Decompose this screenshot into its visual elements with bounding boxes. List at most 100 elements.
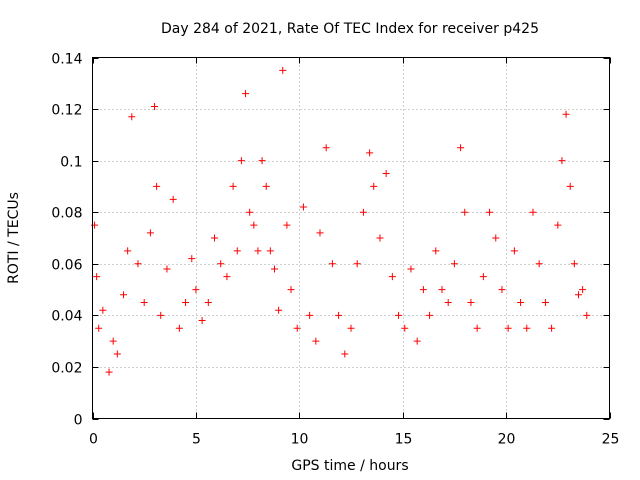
data-point bbox=[450, 260, 458, 268]
data-point bbox=[211, 234, 219, 242]
x-tick-label: 25 bbox=[602, 432, 620, 448]
data-point bbox=[105, 368, 113, 376]
y-tick-label: 0.12 bbox=[51, 103, 82, 119]
data-point bbox=[579, 286, 587, 294]
data-point bbox=[175, 324, 183, 332]
data-point bbox=[270, 265, 278, 273]
data-point bbox=[237, 157, 245, 165]
data-point bbox=[204, 298, 212, 306]
data-point bbox=[492, 234, 500, 242]
data-point bbox=[554, 221, 562, 229]
y-tick-label: 0.14 bbox=[51, 52, 82, 68]
data-point bbox=[432, 247, 440, 255]
data-point bbox=[229, 182, 237, 190]
x-tick-label: 5 bbox=[192, 432, 201, 448]
data-point bbox=[192, 286, 200, 294]
grid-lines bbox=[92, 57, 610, 419]
data-point bbox=[341, 350, 349, 358]
data-points bbox=[91, 66, 591, 376]
data-point bbox=[413, 337, 421, 345]
data-point bbox=[140, 298, 148, 306]
y-tick-label: 0.04 bbox=[51, 309, 82, 325]
y-tick-label: 0.1 bbox=[60, 155, 82, 171]
chart-title: Day 284 of 2021, Rate Of TEC Index for r… bbox=[161, 21, 539, 37]
data-point bbox=[120, 291, 128, 299]
data-point bbox=[328, 260, 336, 268]
data-point bbox=[95, 324, 103, 332]
data-point bbox=[541, 298, 549, 306]
data-point bbox=[153, 182, 161, 190]
data-point bbox=[198, 317, 206, 325]
data-point bbox=[529, 208, 537, 216]
data-point bbox=[376, 234, 384, 242]
data-point bbox=[275, 306, 283, 314]
data-point bbox=[266, 247, 274, 255]
data-point bbox=[574, 291, 582, 299]
data-point bbox=[558, 157, 566, 165]
data-point bbox=[283, 221, 291, 229]
data-point bbox=[188, 255, 196, 263]
data-point bbox=[473, 324, 481, 332]
data-point bbox=[419, 286, 427, 294]
y-axis-title: ROTI / TECUs bbox=[6, 192, 22, 284]
data-point bbox=[287, 286, 295, 294]
data-point bbox=[157, 311, 165, 319]
plot-frame bbox=[92, 57, 610, 419]
data-point bbox=[217, 260, 225, 268]
data-point bbox=[169, 195, 177, 203]
data-point bbox=[548, 324, 556, 332]
x-tick-labels: 0 5 10 15 20 25 bbox=[89, 432, 619, 448]
data-point bbox=[486, 208, 494, 216]
data-point bbox=[254, 247, 262, 255]
data-point bbox=[99, 306, 107, 314]
data-point bbox=[401, 324, 409, 332]
data-point bbox=[246, 208, 254, 216]
data-point bbox=[566, 182, 574, 190]
data-point bbox=[498, 286, 506, 294]
y-tick-label: 0.06 bbox=[51, 258, 82, 274]
data-point bbox=[407, 265, 415, 273]
data-point bbox=[299, 203, 307, 211]
data-point bbox=[504, 324, 512, 332]
y-tick-labels: 0 0.02 0.04 0.06 0.08 0.1 0.12 0.14 bbox=[51, 52, 82, 429]
data-point bbox=[262, 182, 270, 190]
data-point bbox=[510, 247, 518, 255]
data-point bbox=[517, 298, 525, 306]
data-point bbox=[250, 221, 258, 229]
x-tick-label: 10 bbox=[291, 432, 309, 448]
data-point bbox=[93, 273, 101, 281]
data-point bbox=[233, 247, 241, 255]
x-axis-title: GPS time / hours bbox=[291, 458, 408, 474]
data-point bbox=[347, 324, 355, 332]
data-point bbox=[562, 110, 570, 118]
data-point bbox=[461, 208, 469, 216]
data-point bbox=[109, 337, 117, 345]
data-point bbox=[335, 311, 343, 319]
data-point bbox=[467, 298, 475, 306]
data-point bbox=[312, 337, 320, 345]
data-point bbox=[223, 273, 231, 281]
data-point bbox=[128, 113, 136, 121]
data-point bbox=[293, 324, 301, 332]
data-point bbox=[457, 144, 465, 152]
axis-ticks bbox=[92, 57, 611, 420]
data-point bbox=[359, 208, 367, 216]
data-point bbox=[353, 260, 361, 268]
data-point bbox=[370, 182, 378, 190]
data-point bbox=[146, 229, 154, 237]
data-point bbox=[583, 311, 591, 319]
data-point bbox=[438, 286, 446, 294]
data-point bbox=[382, 170, 390, 178]
data-point bbox=[242, 90, 250, 98]
data-point bbox=[426, 311, 434, 319]
x-tick-label: 15 bbox=[395, 432, 413, 448]
x-tick-label: 20 bbox=[498, 432, 516, 448]
data-point bbox=[366, 149, 374, 157]
data-point bbox=[316, 229, 324, 237]
data-point bbox=[258, 157, 266, 165]
data-point bbox=[570, 260, 578, 268]
data-point bbox=[306, 311, 314, 319]
y-tick-label: 0 bbox=[74, 413, 83, 429]
data-point bbox=[479, 273, 487, 281]
